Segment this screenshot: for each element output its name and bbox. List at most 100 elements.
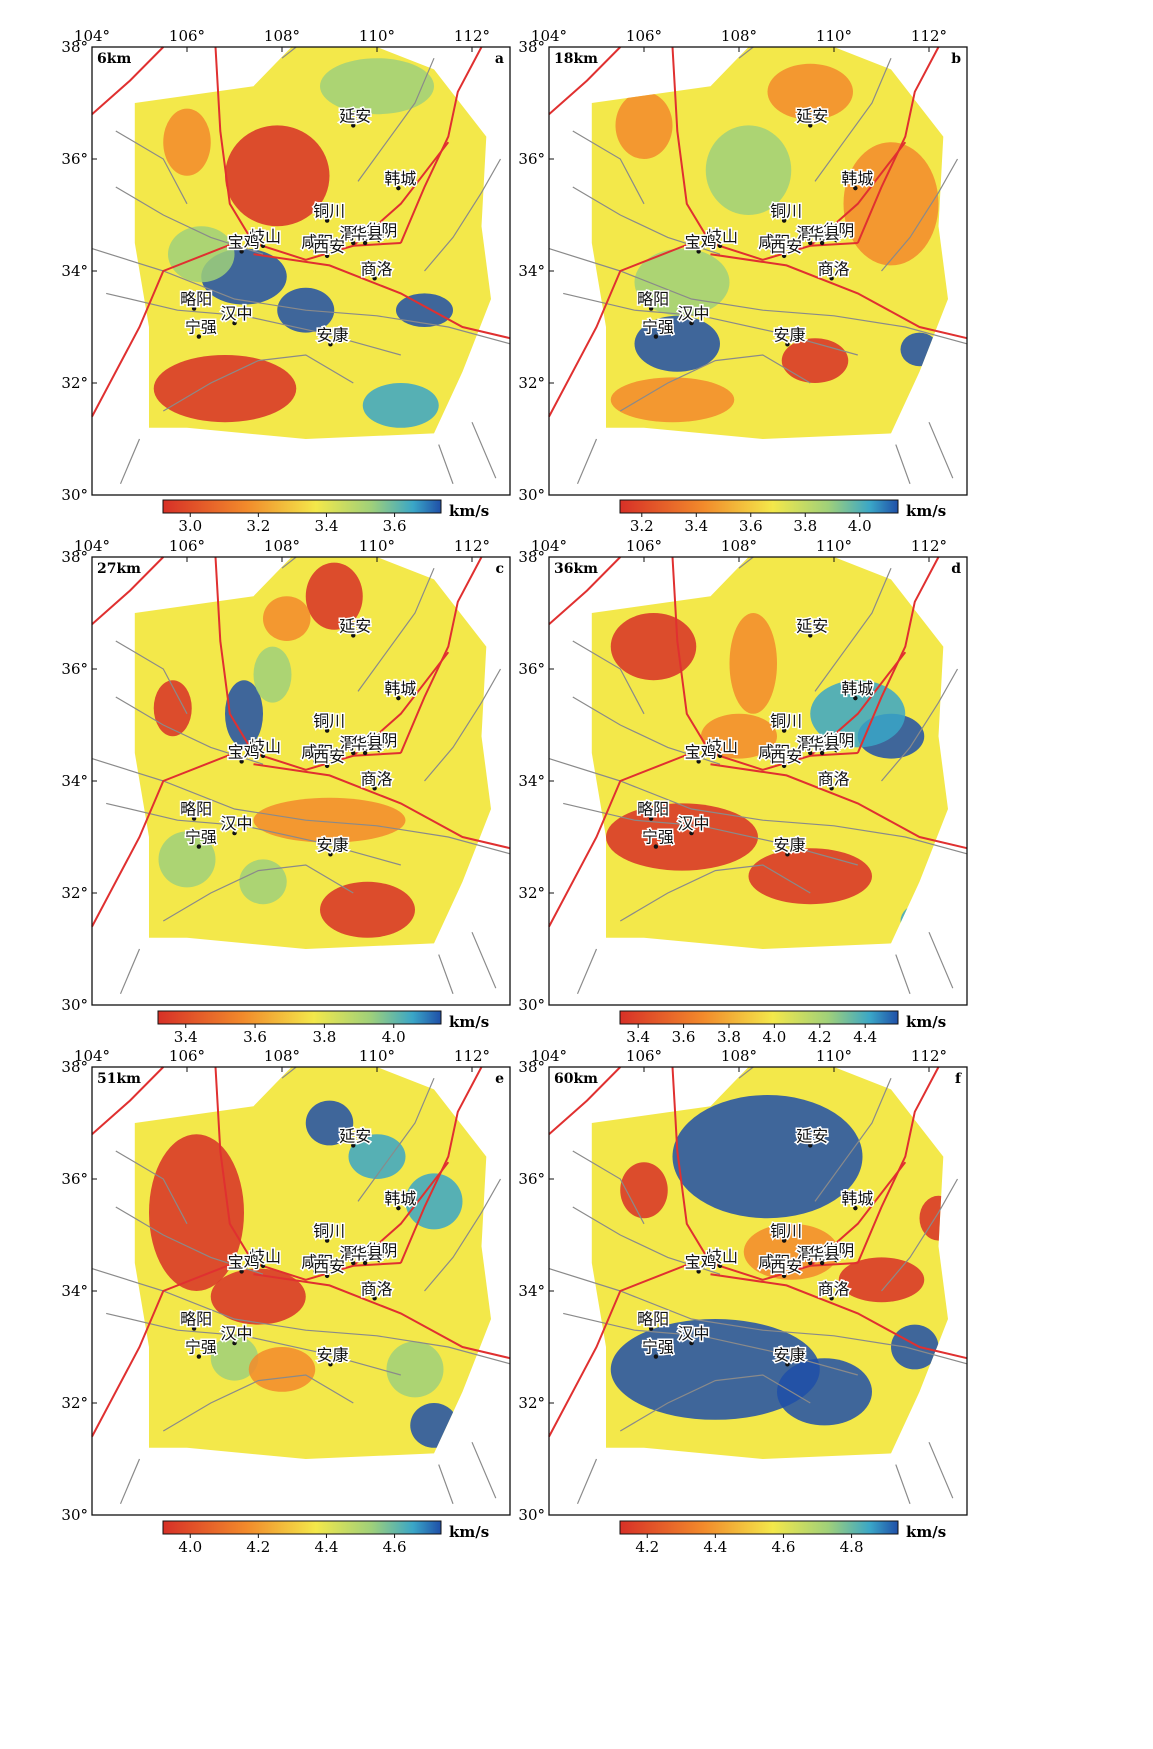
fault-line [572,1206,721,1275]
velocity-anomaly [900,904,939,938]
city-label: 宁强 [642,1338,674,1357]
fault-line [895,954,911,995]
major-fault-line [856,1066,940,1264]
city-dot [232,1340,237,1346]
city-dot [834,748,839,753]
fault-line [115,1150,188,1225]
city-label: 咸阳 [301,1252,333,1271]
city-label: 略阳 [180,290,212,309]
velocity-anomaly [168,226,235,283]
velocity-anomaly [705,125,792,215]
lat-tick-label: 30° [518,486,545,504]
city-label: 宁强 [185,318,217,337]
city-label: 岐山 [706,737,738,756]
city-label: 汉中 [677,814,709,833]
major-fault-line [253,763,511,850]
colorbar-unit: km/s [906,502,946,520]
velocity-anomaly [905,1414,944,1448]
lat-tick-label: 32° [518,1394,545,1412]
colorbar-tick-label: 4.0 [848,517,872,535]
fault-line [895,444,911,485]
city-label: 略阳 [637,290,669,309]
city-dot [396,1205,401,1211]
fault-line [438,954,454,995]
city-label: 西安 [313,237,345,256]
colorbar-f: 4.2 4.4 4.6 4.8 km/s [619,1520,946,1556]
city-dot [239,249,244,254]
velocity-anomaly [891,1324,939,1370]
city-dot [781,1238,787,1243]
lon-tick-label: 108° [264,537,300,555]
city-dot [362,1260,368,1266]
city-dot [648,816,654,821]
lat-tick-label: 34° [518,262,545,280]
city-label: 宝鸡 [685,1252,717,1271]
lat-tick-label: 32° [61,884,88,902]
city-dot [328,342,333,347]
velocity-anomaly [396,293,453,328]
city-label: 渭南 [339,224,371,243]
fault-line [357,567,435,692]
city-label: 华阴 [365,731,397,750]
velocity-anomaly [225,125,330,227]
colorbar-unit: km/s [449,502,489,520]
major-fault-line [548,46,622,115]
city-dot [770,1269,775,1274]
city-dot [396,695,401,701]
lon-tick-label: 112° [911,1047,947,1065]
depth-label: 27km [97,561,141,577]
velocity-anomaly [767,63,853,120]
velocity-anomaly [386,1341,444,1398]
colorbar-c: 3.4 3.6 3.8 4.0 km/s [157,1010,489,1046]
map-panel-c: 104° 106° 108° 110° 112° 38° 36° 34° 32° 30° 27km c… [61,537,511,1014]
major-fault-line [91,1066,165,1135]
city-dot [829,276,834,281]
city-label: 宁强 [642,828,674,847]
fault-line [424,1178,502,1292]
velocity-anomaly [253,646,292,703]
lat-tick-label: 30° [61,486,88,504]
lon-tick-label: 110° [816,537,852,555]
city-label: 咸阳 [758,742,790,761]
city-dot [351,750,356,756]
city-label: 咸阳 [758,232,790,251]
city-label: 商洛 [361,259,393,278]
velocity-anomaly [781,338,849,383]
city-dot [377,238,382,243]
velocity-anomaly [210,1268,306,1325]
velocity-anomaly [610,377,735,423]
lon-tick-label: 110° [359,537,395,555]
major-fault-line [399,1066,483,1264]
city-dot [717,1263,723,1269]
city-label: 渭南 [339,1244,371,1263]
major-fault-line [856,46,940,244]
fault-line [106,1312,401,1376]
fault-line [738,1066,754,1079]
lat-tick-label: 36° [518,150,545,168]
city-dot [781,1273,787,1279]
city-dot [808,633,813,638]
city-label: 西安 [770,237,802,256]
major-fault-line [399,46,483,244]
city-dot [362,750,368,756]
city-dot [196,844,202,849]
city-label: 华阴 [822,221,854,240]
lat-tick-label: 38° [518,38,545,56]
major-fault-line [352,141,450,247]
major-fault-line [91,46,165,115]
panel-letter: c [495,561,504,577]
colorbar-tick-label: 4.2 [635,1538,659,1556]
fault-line [119,1458,141,1505]
lon-tick-label: 104° [74,537,110,555]
city-dot [689,320,694,326]
fault-line [572,696,721,765]
velocity-anomaly [153,355,297,423]
city-dot [829,1296,834,1301]
city-label: 汉中 [677,1324,709,1343]
fault-line [814,57,892,182]
city-dot [324,728,330,733]
velocity-anomaly [362,383,439,428]
velocity-anomaly [777,1358,872,1426]
lon-tick-label: 108° [264,1047,300,1065]
city-label: 商洛 [361,1279,393,1298]
